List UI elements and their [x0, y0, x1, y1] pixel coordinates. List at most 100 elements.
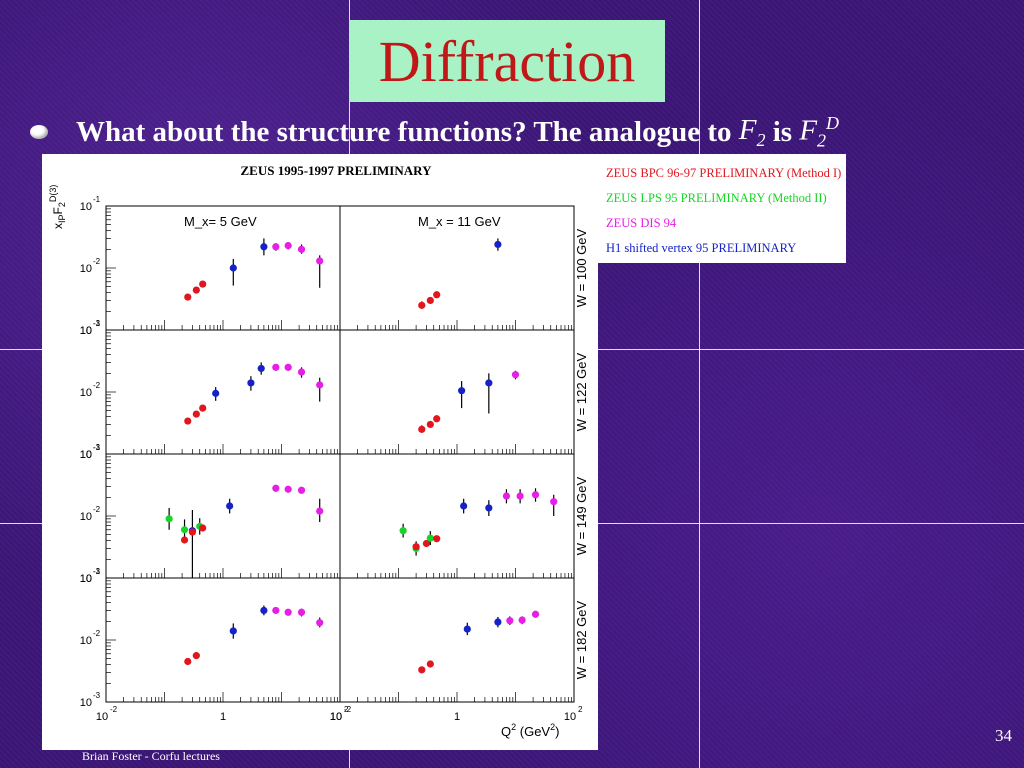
slide-title: Diffraction [378, 28, 636, 94]
data-point [316, 619, 324, 627]
data-point [433, 535, 441, 543]
y-tick-label: 10 [80, 325, 92, 337]
y-tick-label-exponent: -3 [93, 443, 101, 452]
data-point [180, 536, 189, 544]
y-tick-label-exponent: -2 [93, 629, 101, 638]
data-point [485, 379, 493, 387]
data-point [531, 610, 540, 618]
data-point [257, 364, 265, 373]
panel-frame [339, 329, 575, 455]
y-tick-label: 10 [80, 697, 92, 709]
data-point [412, 543, 420, 551]
row-label: W = 100 GeV [574, 228, 589, 307]
y-tick-label-exponent: -3 [93, 691, 101, 700]
data-point [418, 301, 426, 309]
data-point [426, 660, 434, 668]
y-tick-label: 10 [80, 263, 92, 275]
data-point [272, 363, 280, 371]
legend-item-dis: ZEUS DIS 94 [606, 216, 677, 230]
f2-letter: F [738, 113, 757, 146]
y-tick-label-exponent: -1 [93, 567, 101, 576]
f2d-superscript: D [826, 112, 840, 133]
x-tick-label: 10 [96, 711, 108, 723]
data-point [192, 652, 200, 660]
footer-text: Brian Foster - Corfu lectures [82, 749, 220, 763]
data-point [494, 240, 502, 249]
y-tick-label-exponent: -3 [93, 567, 101, 576]
data-point [426, 296, 434, 305]
chart-layer: 10-110-210-310-110-210-310-110-210-310-1… [80, 195, 589, 723]
data-point [284, 485, 292, 493]
data-point [188, 528, 197, 536]
data-point [199, 404, 207, 412]
data-point [192, 410, 200, 418]
data-point [494, 618, 502, 626]
structure-function-chart: ZEUS 1995-1997 PRELIMINARY xIPF2D(3) 10-… [48, 163, 589, 739]
data-point [297, 368, 306, 376]
data-point [485, 504, 493, 512]
x-tick-label-exponent: -2 [110, 705, 118, 714]
x-tick-label-exponent: 2 [578, 705, 583, 714]
data-point [260, 606, 268, 615]
data-point [316, 257, 324, 265]
chart-title: ZEUS 1995-1997 PRELIMINARY [241, 163, 433, 178]
x-tick-label: 10 [330, 711, 342, 723]
data-point [229, 627, 237, 635]
row-label: W = 122 GeV [574, 352, 589, 431]
data-point [426, 534, 434, 542]
data-point [506, 617, 514, 625]
bullet-is: is [765, 115, 800, 148]
row-label: W = 149 GeV [574, 476, 589, 555]
data-point [531, 491, 540, 499]
column-label: M_x = 11 GeV [418, 214, 501, 229]
data-point [247, 379, 255, 387]
data-point [502, 492, 511, 500]
f2-subscript: 2 [756, 129, 766, 150]
x-tick-label: 1 [454, 711, 460, 723]
data-point [422, 539, 431, 548]
legend-item-lps: ZEUS LPS 95 PRELIMINARY (Method II) [606, 191, 827, 205]
panel-frame [339, 453, 575, 579]
data-point [212, 389, 220, 397]
legend: ZEUS BPC 96-97 PRELIMINARY (Method I) ZE… [598, 154, 846, 263]
f2d-letter: F [799, 114, 818, 147]
x-tick-label-exponent: 2 [344, 705, 349, 714]
x-tick-label: 1 [220, 711, 226, 723]
bullet-point: What about the structure functions? The … [30, 110, 839, 154]
data-point [272, 606, 280, 615]
f2-symbol: F2 [739, 114, 766, 151]
y-tick-label: 10 [80, 387, 92, 399]
data-point [458, 387, 466, 395]
y-tick-label: 10 [80, 573, 92, 585]
data-point [297, 245, 306, 253]
data-point [229, 264, 237, 272]
y-tick-label: 10 [80, 635, 92, 647]
data-point [165, 515, 173, 523]
data-point [511, 371, 520, 379]
y-tick-label: 10 [80, 449, 92, 461]
y-tick-label-exponent: -1 [93, 195, 101, 204]
y-tick-label: 10 [80, 573, 92, 585]
data-point [550, 498, 558, 506]
slide-title-box: Diffraction [349, 20, 665, 102]
data-point [226, 502, 234, 510]
data-point [184, 417, 192, 425]
data-point [460, 502, 468, 510]
y-tick-label-exponent: -2 [93, 381, 101, 390]
data-point [297, 608, 306, 616]
data-point [399, 527, 407, 535]
x-axis-label: Q2 (GeV2) [501, 722, 559, 739]
panel-frame [105, 453, 341, 579]
data-point [433, 415, 441, 423]
legend-item-bpc: ZEUS BPC 96-97 PRELIMINARY (Method I) [606, 166, 842, 180]
data-point [426, 420, 434, 429]
data-point [284, 241, 292, 250]
data-point [518, 616, 526, 624]
y-tick-label-exponent: -1 [93, 319, 101, 328]
data-point [284, 608, 292, 616]
data-point [180, 526, 189, 534]
data-point [184, 293, 192, 301]
data-point [192, 286, 200, 294]
y-tick-label: 10 [80, 325, 92, 337]
row-label: W = 182 GeV [574, 600, 589, 679]
